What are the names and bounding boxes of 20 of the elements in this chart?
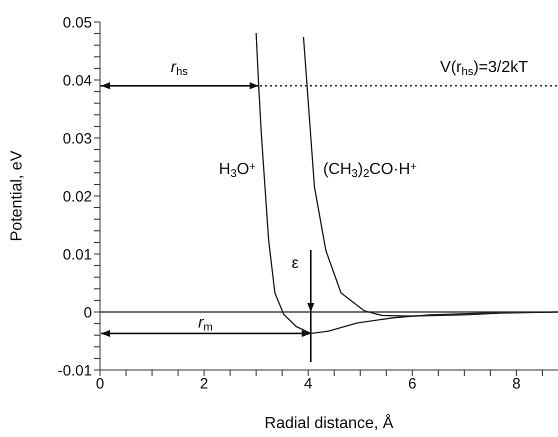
x-tick-label: 0: [96, 376, 104, 393]
x-tick-label: 8: [512, 376, 521, 393]
x-tick-label: 2: [200, 376, 208, 393]
x-tick-label: 6: [408, 376, 416, 393]
y-tick-label: 0.05: [62, 14, 92, 32]
x-tick-label: 4: [304, 376, 312, 393]
y-axis-title: Potential, eV: [8, 150, 26, 242]
y-tick-label: 0.03: [62, 130, 92, 148]
annotation: ε: [292, 255, 299, 272]
series-label: (CH$_{3}$)$_{2}$CO·H$^{+}$: [323, 160, 417, 180]
y-tick-label: 0.04: [62, 72, 92, 90]
y-tick-label: 0.02: [62, 188, 92, 206]
annotation: V(r$_{hs}$)=3/2kT: [440, 58, 528, 78]
series-label: H$_{3}$O$^{+}$: [218, 160, 256, 180]
annotation: r$_{m}$: [198, 314, 213, 334]
annotation: r$_{hs}$: [170, 58, 188, 78]
y-tick-label: 0.01: [62, 246, 92, 264]
x-axis-title: Radial distance, Å: [264, 414, 394, 432]
y-tick-label: 0: [84, 304, 92, 322]
y-tick-label: -0.01: [58, 362, 92, 380]
